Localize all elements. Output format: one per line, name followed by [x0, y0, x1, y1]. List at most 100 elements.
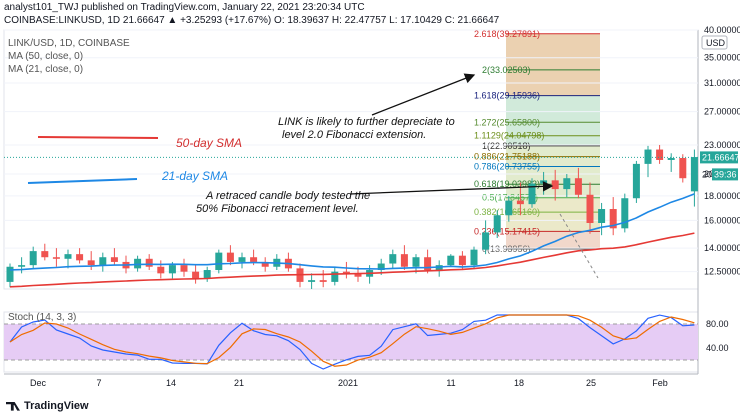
fib-level-label: 1.618(29.15936)	[474, 91, 540, 101]
stoch-tick-label: 80.00	[706, 319, 729, 329]
time-tick-label: 21	[234, 378, 244, 388]
candle-body	[505, 200, 513, 216]
fib-level-label: 1.272(25.65800)	[474, 117, 540, 127]
candle-body	[6, 266, 14, 282]
candle-body	[458, 255, 466, 266]
candle-body	[87, 260, 95, 266]
time-tick-label: 2021	[338, 378, 358, 388]
stoch-tick-label: 40.00	[706, 343, 729, 353]
price-tick-label: 18.00000	[704, 191, 740, 201]
currency-badge-label: USD	[706, 38, 726, 48]
stoch-d-line	[9, 314, 695, 367]
fib-zone-band	[506, 156, 600, 167]
candle-body	[110, 257, 118, 262]
stoch-band	[4, 324, 698, 360]
price-tick-label: 40.00000	[704, 25, 740, 35]
candle-body	[690, 157, 698, 192]
fib-level-label: 0.886(21.75188)	[474, 152, 540, 162]
candle-body	[192, 271, 200, 279]
fib-zone-band	[506, 231, 600, 250]
currency-badge	[701, 35, 728, 50]
time-tick-label: Dec	[30, 378, 47, 388]
candle-body	[400, 254, 408, 267]
candle-body	[470, 249, 478, 266]
candle-body	[424, 257, 432, 271]
candle-body	[41, 251, 49, 258]
fib-note-line1: LINK is likely to further depreciate to	[278, 116, 455, 128]
fib-level-label: 0.5(17.84571)	[482, 193, 538, 203]
fib-level-label: 1.1129(24.04798)	[474, 131, 544, 141]
candle-body	[528, 183, 536, 205]
ma21-legend[interactable]: MA (21, close, 0)	[8, 64, 84, 75]
candle-body	[667, 158, 675, 160]
price-tick-label: 14.00000	[704, 243, 740, 253]
time-tick-label: 14	[166, 378, 176, 388]
fib-level-label: 0.618(19.03983)	[474, 179, 540, 189]
stoch-legend[interactable]: Stoch (14, 3, 3)	[8, 312, 77, 323]
candle-body	[493, 215, 501, 233]
symbol-ohlc-line: COINBASE:LINKUSD, 1D 21.66647 ▲ +3.25293…	[4, 15, 500, 26]
candle-body	[134, 258, 142, 269]
candle-body	[64, 254, 72, 259]
time-tick-label: 25	[586, 378, 596, 388]
fib-zone-band	[506, 135, 600, 146]
candle-body	[52, 257, 60, 259]
candle-body	[226, 252, 234, 262]
candle-body	[238, 257, 246, 262]
publish-info: analyst101_TWJ published on TradingView.…	[4, 2, 365, 13]
tradingview-icon	[6, 401, 20, 411]
candle-body	[482, 232, 490, 250]
stoch-k-line	[9, 314, 695, 370]
tradingview-logo-text: TradingView	[24, 400, 89, 412]
candle-body	[447, 255, 455, 266]
sma50-note: 50-day SMA	[176, 136, 243, 150]
candle-body	[203, 270, 211, 279]
time-tick-label: 18	[514, 378, 524, 388]
price-tick-label: 20	[702, 169, 712, 179]
fib-zone-band	[506, 33, 600, 70]
candle-body	[331, 271, 339, 282]
bar-timer-tag	[712, 168, 738, 181]
tradingview-logo[interactable]: TradingView	[6, 400, 89, 412]
fib-note-arrow	[371, 73, 476, 116]
candle-body	[308, 280, 316, 282]
price-tick-label: 35.00000	[704, 53, 740, 63]
retrace-note-line1: A retraced candle body tested the	[206, 190, 371, 202]
candle-body	[18, 265, 26, 267]
candle-body	[319, 280, 327, 282]
projection-line	[559, 213, 599, 279]
fib-level-label: 2(33.02503)	[482, 65, 531, 75]
time-tick-label: 11	[446, 378, 455, 388]
candle-body	[180, 265, 188, 272]
sma50-callout-line	[37, 136, 159, 139]
candle-body	[261, 261, 269, 267]
price-tick-label: 16.00000	[704, 215, 740, 225]
bar-timer-value: 39:36	[714, 169, 737, 179]
fib-level-label: 0(13.93956)	[482, 244, 531, 254]
fib-level-label: 0.786(20.73755)	[474, 161, 540, 171]
candle-body	[342, 271, 350, 274]
candle-body	[644, 149, 652, 164]
candle-body	[389, 254, 397, 264]
candle-body	[574, 178, 582, 195]
candle-body	[516, 200, 524, 205]
fib-zone-band	[506, 212, 600, 232]
time-tick-label: 7	[96, 378, 101, 388]
fib-note-line2: level 2.0 Fibonacci extension.	[282, 129, 427, 141]
candle-body	[632, 163, 640, 199]
candle-body	[586, 194, 594, 223]
candle-body	[377, 263, 385, 271]
retrace-note-line2: 50% Fibonacci retracement level.	[196, 203, 359, 215]
ma50-legend[interactable]: MA (50, close, 0)	[8, 51, 84, 62]
candle-body	[563, 178, 571, 190]
candle-body	[157, 266, 165, 274]
candle-body	[250, 257, 258, 262]
retrace-note-arrow	[349, 181, 554, 195]
candle-body	[76, 254, 84, 261]
candle-body	[145, 258, 153, 267]
last-price-tag	[700, 151, 738, 164]
candle-body	[215, 252, 223, 271]
last-price-value: 21.66647	[702, 152, 740, 162]
